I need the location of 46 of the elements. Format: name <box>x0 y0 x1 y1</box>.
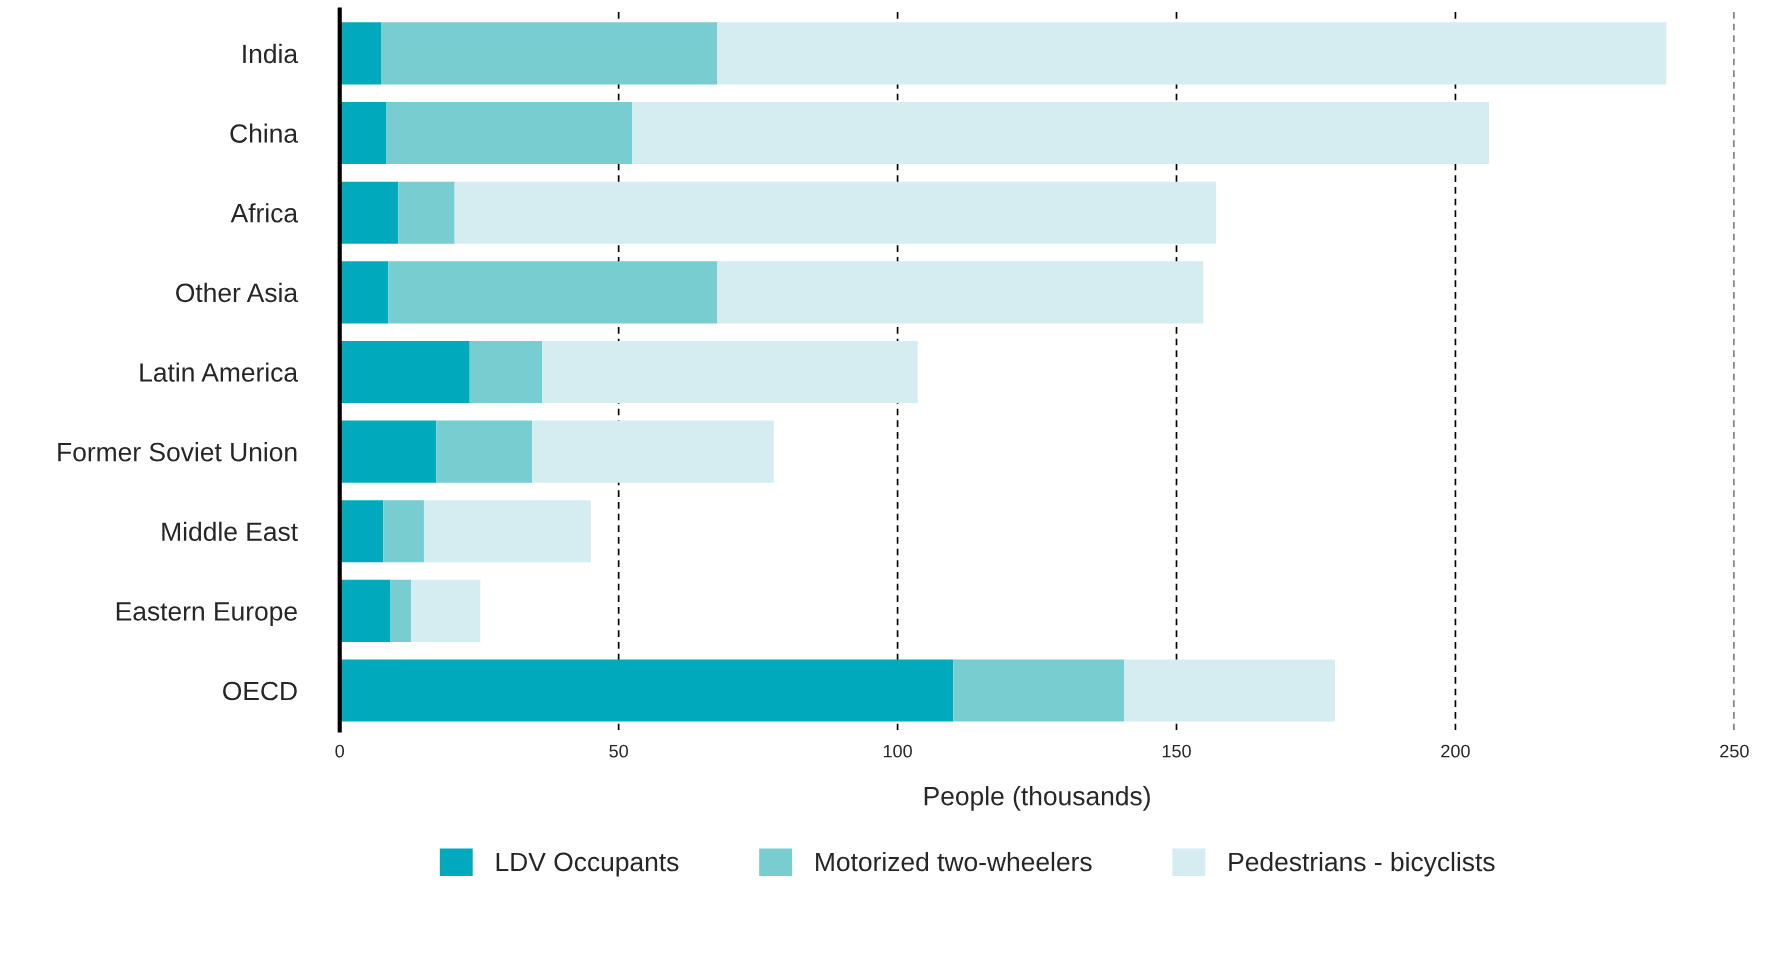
bar <box>423 500 591 563</box>
y-tick-label: Africa <box>230 203 299 223</box>
legend-label: LDV Occupants <box>496 852 679 877</box>
bar <box>339 420 437 483</box>
bar <box>388 261 718 324</box>
y-tick-label: Other Asia <box>176 282 299 303</box>
bar <box>339 340 470 404</box>
y-tick-label: Latin America <box>140 362 299 382</box>
y-tick-label: OECD <box>223 681 297 701</box>
bar <box>339 101 387 165</box>
bar <box>339 579 391 642</box>
x-tick-label: 100 <box>883 744 912 758</box>
bar <box>386 101 633 165</box>
bar <box>390 579 412 642</box>
bar <box>717 261 1204 324</box>
legend-label: Pedestrians - bicyclists <box>1229 851 1495 877</box>
bar <box>632 101 1489 165</box>
bar <box>1124 659 1335 722</box>
x-tick-label: 150 <box>1162 744 1191 758</box>
y-tick-label: Eastern Europe <box>116 602 297 626</box>
bar <box>339 261 389 324</box>
bar <box>381 22 718 85</box>
bar <box>717 22 1667 85</box>
bar <box>454 181 1217 244</box>
y-tick-label: India <box>243 43 299 64</box>
legend-label: Motorized two-wheelers <box>816 851 1092 872</box>
bar <box>339 659 954 722</box>
x-tick-label: 0 <box>335 744 345 758</box>
bar <box>411 579 481 642</box>
y-tick-label: Former Soviet Union <box>58 442 297 462</box>
x-tick-label: 50 <box>609 744 628 758</box>
bar <box>532 420 774 483</box>
bar <box>339 181 399 244</box>
y-tick-label: China <box>230 123 299 143</box>
bar <box>339 500 384 563</box>
bar <box>398 181 455 244</box>
bar <box>469 340 543 404</box>
bar <box>542 340 918 404</box>
bar <box>436 420 533 483</box>
y-tick-label: Middle East <box>162 521 298 542</box>
x-axis-title: People (thousands) <box>924 786 1150 811</box>
x-tick-label: 250 <box>1720 744 1749 758</box>
bar <box>339 22 381 85</box>
x-tick-label: 200 <box>1441 744 1470 758</box>
bar <box>953 659 1125 722</box>
bar <box>383 500 424 563</box>
